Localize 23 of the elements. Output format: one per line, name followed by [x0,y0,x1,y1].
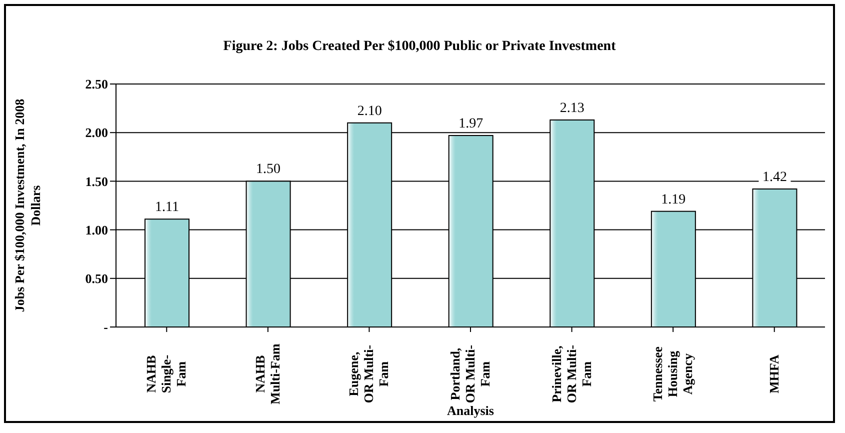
y-tick-label: 1.00 [85,222,108,238]
data-label: 1.11 [155,200,179,216]
data-label: 2.10 [357,104,382,119]
y-tick-label: - [104,320,108,335]
y-tick-label: 0.50 [85,271,108,286]
y-tick-label: 2.50 [85,76,108,92]
x-tick-label: MHFA [766,354,782,394]
x-tick-label: Prineville, OR Multi-Fam [548,344,594,404]
y-tick-label: 2.00 [85,125,108,140]
x-tick-label: Eugene, OR Multi-Fam [346,344,392,404]
x-tick-label: Portland, OR Multi-Fam [448,344,492,404]
x-tick-label: Tennessee Housing Agency [650,346,696,402]
y-tick-label: 1.50 [85,174,108,189]
x-tick-label: NAHB Multi-Fam [252,344,282,404]
chart-title: Figure 2: Jobs Created Per $100,000 Public or Private Investment [222,39,617,55]
y-axis-title: Jobs Per $100,000 Investment, In 2008 Dollars [12,98,43,312]
data-label: 1.97 [458,116,484,132]
data-label: 1.19 [661,192,686,208]
data-label: 1.50 [256,162,281,178]
x-tick-label: NAHB Single-Fam [144,354,189,394]
data-label: 1.42 [762,170,787,185]
data-label: 2.13 [560,100,584,116]
x-axis-title: Analysis [447,403,494,418]
